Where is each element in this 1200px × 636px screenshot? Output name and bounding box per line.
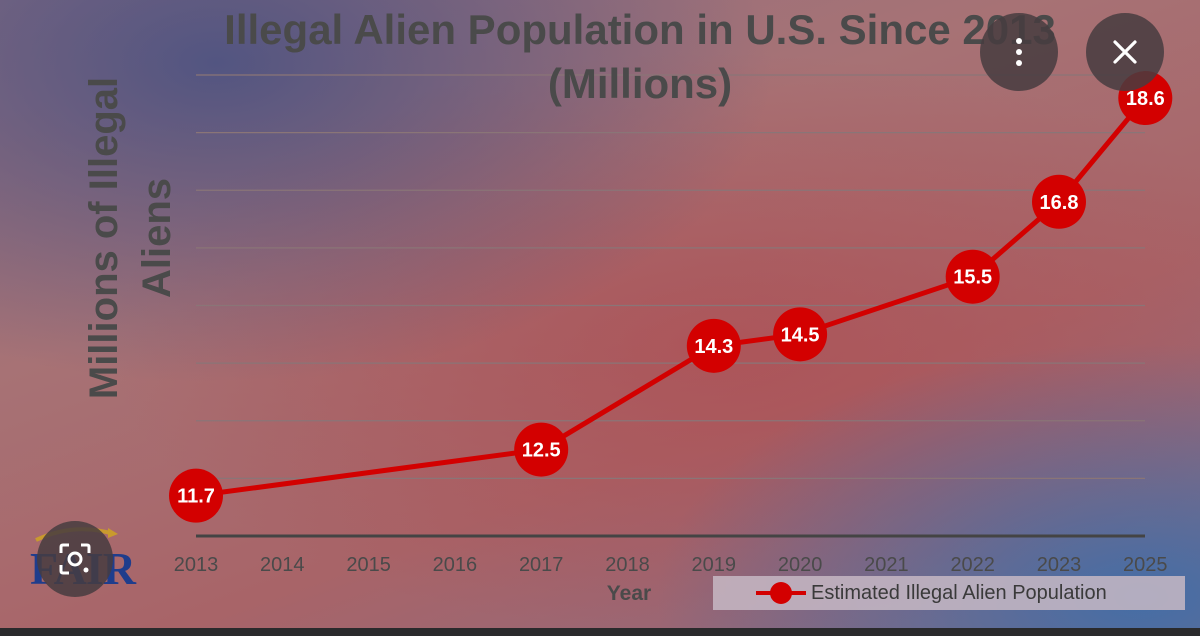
x-tick-label: 2020 bbox=[778, 554, 823, 576]
x-tick-label: 2017 bbox=[519, 554, 564, 576]
close-icon bbox=[1113, 40, 1137, 64]
series-estimated-population: 11.7 12.5 14.3 14.5 15.5 16.8 18.6 bbox=[169, 71, 1173, 523]
data-label: 15.5 bbox=[953, 267, 992, 289]
legend-marker-swatch bbox=[770, 582, 792, 604]
ylabel-line-2: Aliens bbox=[135, 178, 179, 298]
data-label: 18.6 bbox=[1126, 88, 1165, 110]
bottom-strip bbox=[0, 628, 1200, 636]
x-tick-label: 2025 bbox=[1123, 554, 1168, 576]
data-label: 16.8 bbox=[1040, 192, 1079, 214]
x-tick-label: 2021 bbox=[864, 554, 909, 576]
legend-label: Estimated Illegal Alien Population bbox=[811, 582, 1107, 604]
title-line-1: Illegal Alien Population in U.S. Since 2… bbox=[224, 6, 1056, 53]
more-vertical-icon bbox=[1016, 38, 1022, 66]
y-axis-label: Millions of Illegal Aliens bbox=[82, 77, 179, 399]
close-button[interactable] bbox=[1086, 13, 1164, 91]
x-tick-label: 2015 bbox=[346, 554, 391, 576]
x-tick-label: 2022 bbox=[950, 554, 995, 576]
lens-search-icon bbox=[59, 543, 91, 575]
x-tick-label: 2013 bbox=[174, 554, 219, 576]
data-point bbox=[169, 468, 223, 523]
data-label: 11.7 bbox=[177, 486, 215, 508]
data-label: 14.3 bbox=[694, 336, 733, 358]
gridlines bbox=[196, 74, 1145, 538]
chart-title: Illegal Alien Population in U.S. Since 2… bbox=[224, 6, 1056, 107]
x-tick-label: 2018 bbox=[605, 554, 650, 576]
lens-button[interactable] bbox=[37, 521, 113, 597]
x-tick-label: 2019 bbox=[692, 554, 737, 576]
title-line-2: (Millions) bbox=[548, 60, 732, 107]
data-label: 12.5 bbox=[522, 440, 561, 462]
series-line bbox=[195, 96, 1148, 499]
data-point bbox=[514, 422, 569, 477]
x-tick-label: 2023 bbox=[1037, 554, 1082, 576]
x-tick-labels: 2013 2014 2015 2016 2017 2018 2019 2020 2021 2022… bbox=[174, 554, 1168, 576]
data-label: 14.5 bbox=[781, 324, 820, 346]
data-point bbox=[945, 249, 1000, 304]
data-point bbox=[1032, 174, 1086, 229]
x-tick-label: 2016 bbox=[433, 554, 478, 576]
x-tick-label: 2014 bbox=[260, 554, 305, 576]
data-point bbox=[686, 318, 741, 373]
x-axis-label: Year bbox=[607, 582, 651, 605]
ylabel-line-1: Millions of Illegal bbox=[82, 77, 126, 399]
legend: Estimated Illegal Alien Population bbox=[713, 576, 1185, 610]
data-point bbox=[773, 307, 828, 362]
more-options-button[interactable] bbox=[980, 13, 1058, 91]
